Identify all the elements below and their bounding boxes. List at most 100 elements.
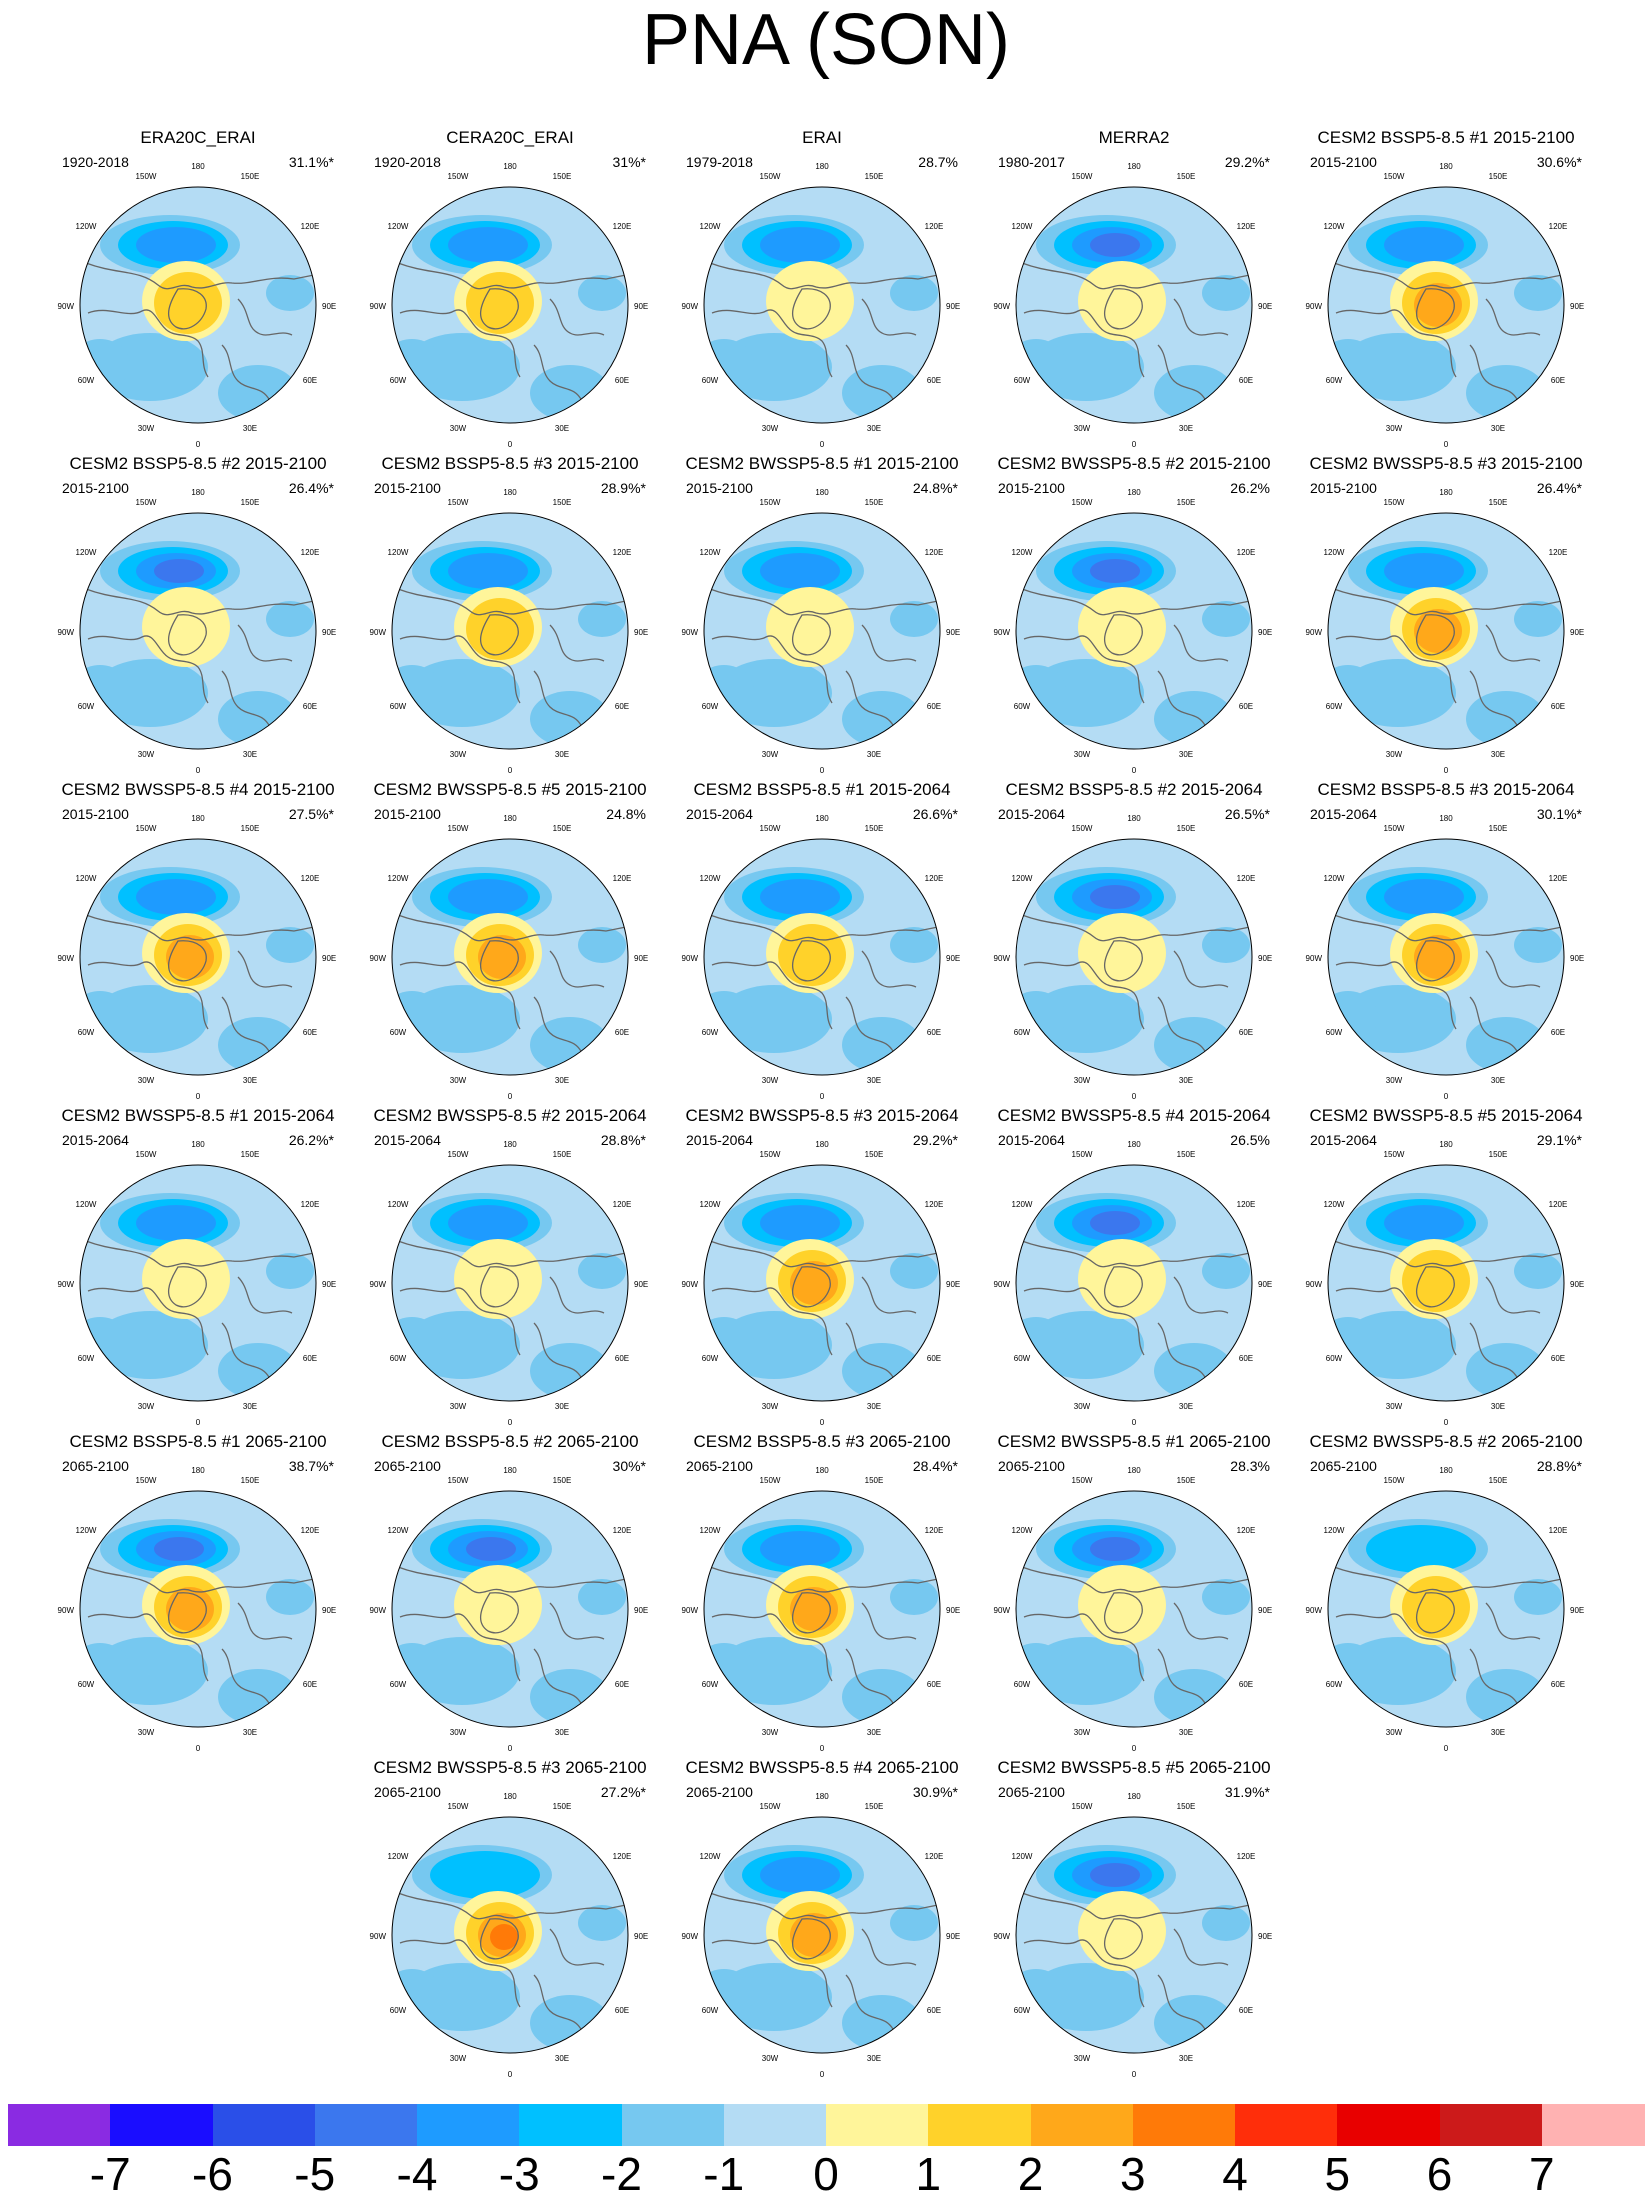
negative-anomaly-region [842, 691, 922, 747]
map-panel: CESM2 BWSSP5-8.5 #5 2015-2100 2015-2100 24… [360, 780, 660, 1101]
coastline [399, 1613, 521, 1682]
longitude-label: 30W [138, 1076, 155, 1085]
longitude-label: 90W [58, 954, 75, 963]
panel-variance: 26.6%* [912, 806, 958, 822]
polar-map: 180 150W 150E 120W 120E 90W 90E 60W 60E 30W 30E 0 [682, 1792, 961, 2079]
coastline [1173, 1276, 1229, 1314]
polar-map: 180 150W 150E 120W 120E 90W 90E 60W 60E 30W 30E 0 [58, 162, 337, 449]
panel-variance: 28.7% [918, 154, 958, 170]
longitude-label: 90E [946, 954, 960, 963]
longitude-label: 180 [815, 1792, 829, 1801]
longitude-label: 0 [196, 1092, 201, 1101]
low-pressure-contour-4 [154, 1537, 204, 1561]
longitude-label: 150W [760, 498, 781, 507]
longitude-label: 150E [1177, 824, 1196, 833]
longitude-label: 30W [1074, 424, 1091, 433]
coastline [711, 1613, 833, 1682]
panel-variance: 28.9%* [600, 480, 646, 496]
high-pressure-contour-3 [790, 1261, 838, 1305]
longitude-label: 150W [1072, 1476, 1093, 1485]
longitude-label: 180 [191, 1466, 205, 1475]
high-pressure-contour-1 [1078, 1565, 1166, 1645]
colorbar-tick-label: 0 [813, 2148, 839, 2200]
longitude-label: 90W [994, 954, 1011, 963]
coastline [861, 950, 917, 988]
longitude-label: 180 [1127, 1140, 1141, 1149]
high-pressure-contour-3 [1414, 935, 1462, 979]
longitude-label: 30W [450, 1076, 467, 1085]
negative-anomaly-region [530, 365, 610, 421]
map-panel: CESM2 BSSP5-8.5 #3 2065-2100 2065-2100 28.… [672, 1432, 972, 1753]
longitude-label: 150E [553, 824, 572, 833]
longitude-label: 30E [555, 424, 569, 433]
longitude-label: 90E [946, 302, 960, 311]
panel-period: 2065-2100 [374, 1458, 441, 1474]
colorbar-segment [519, 2104, 622, 2146]
negative-anomaly-region [1514, 1253, 1562, 1289]
longitude-label: 120E [301, 874, 320, 883]
longitude-label: 0 [508, 1744, 513, 1753]
longitude-label: 120W [700, 548, 721, 557]
high-pressure-contour-1 [766, 587, 854, 667]
coastline [399, 1939, 521, 2008]
negative-anomaly-region [530, 691, 610, 747]
longitude-label: 0 [1444, 766, 1449, 775]
colorbar-segment [826, 2104, 929, 2146]
longitude-label: 150W [1072, 824, 1093, 833]
longitude-label: 120W [1012, 874, 1033, 883]
negative-anomaly-region [1154, 1995, 1234, 2051]
longitude-label: 90E [634, 1280, 648, 1289]
negative-anomaly-region [1154, 1669, 1234, 1725]
negative-anomaly-region [1466, 691, 1546, 747]
longitude-label: 30W [1074, 1402, 1091, 1411]
longitude-label: 180 [815, 814, 829, 823]
high-pressure-contour-2 [1402, 1576, 1470, 1638]
longitude-label: 90W [370, 302, 387, 311]
coastline [549, 1276, 605, 1314]
longitude-label: 30W [1386, 424, 1403, 433]
coastline [709, 262, 939, 290]
longitude-label: 120W [1324, 1200, 1345, 1209]
longitude-label: 60E [615, 1354, 629, 1363]
longitude-label: 30W [450, 2054, 467, 2063]
longitude-label: 60E [615, 1028, 629, 1037]
longitude-label: 60E [303, 1680, 317, 1689]
longitude-label: 90W [682, 628, 699, 637]
coastline [397, 1892, 627, 1920]
longitude-label: 60E [1239, 1354, 1253, 1363]
colorbar-segment [314, 2104, 418, 2146]
panel-period: 2015-2064 [686, 1132, 753, 1148]
longitude-label: 30E [867, 2054, 881, 2063]
longitude-label: 30E [555, 1728, 569, 1737]
polar-map: 180 150W 150E 120W 120E 90W 90E 60W 60E 30W 30E 0 [58, 814, 337, 1101]
map-boundary [703, 838, 941, 1076]
longitude-label: 0 [1132, 2070, 1137, 2079]
longitude-label: 90E [1570, 1280, 1584, 1289]
longitude-label: 120W [700, 874, 721, 883]
negative-anomaly-region [218, 365, 298, 421]
longitude-label: 120E [613, 1852, 632, 1861]
high-pressure-contour-1 [1078, 261, 1166, 341]
map-panel: CESM2 BWSSP5-8.5 #3 2065-2100 2065-2100 27… [360, 1758, 660, 2079]
longitude-label: 180 [503, 1792, 517, 1801]
longitude-label: 150E [865, 1476, 884, 1485]
map-panel: CESM2 BWSSP5-8.5 #2 2065-2100 2065-2100 28… [1296, 1432, 1596, 1753]
coastline [1104, 288, 1143, 330]
negative-anomaly-region [1202, 927, 1250, 963]
longitude-label: 30E [867, 1402, 881, 1411]
longitude-label: 60E [1551, 1028, 1565, 1037]
panel-variance: 28.8%* [600, 1132, 646, 1148]
coastline [480, 288, 519, 330]
colorbar-segment [110, 2104, 213, 2146]
map-boundary [1015, 1816, 1253, 2054]
longitude-label: 30W [762, 424, 779, 433]
panel-variance: 27.2%* [600, 1784, 646, 1800]
colorbar-segment [1132, 2104, 1236, 2146]
coastline [1023, 635, 1145, 704]
longitude-label: 60W [1326, 376, 1343, 385]
colorbar-tick-label: -7 [89, 2148, 131, 2200]
longitude-label: 90W [682, 1280, 699, 1289]
coastline [861, 298, 917, 336]
longitude-label: 180 [815, 162, 829, 171]
longitude-label: 0 [196, 440, 201, 449]
